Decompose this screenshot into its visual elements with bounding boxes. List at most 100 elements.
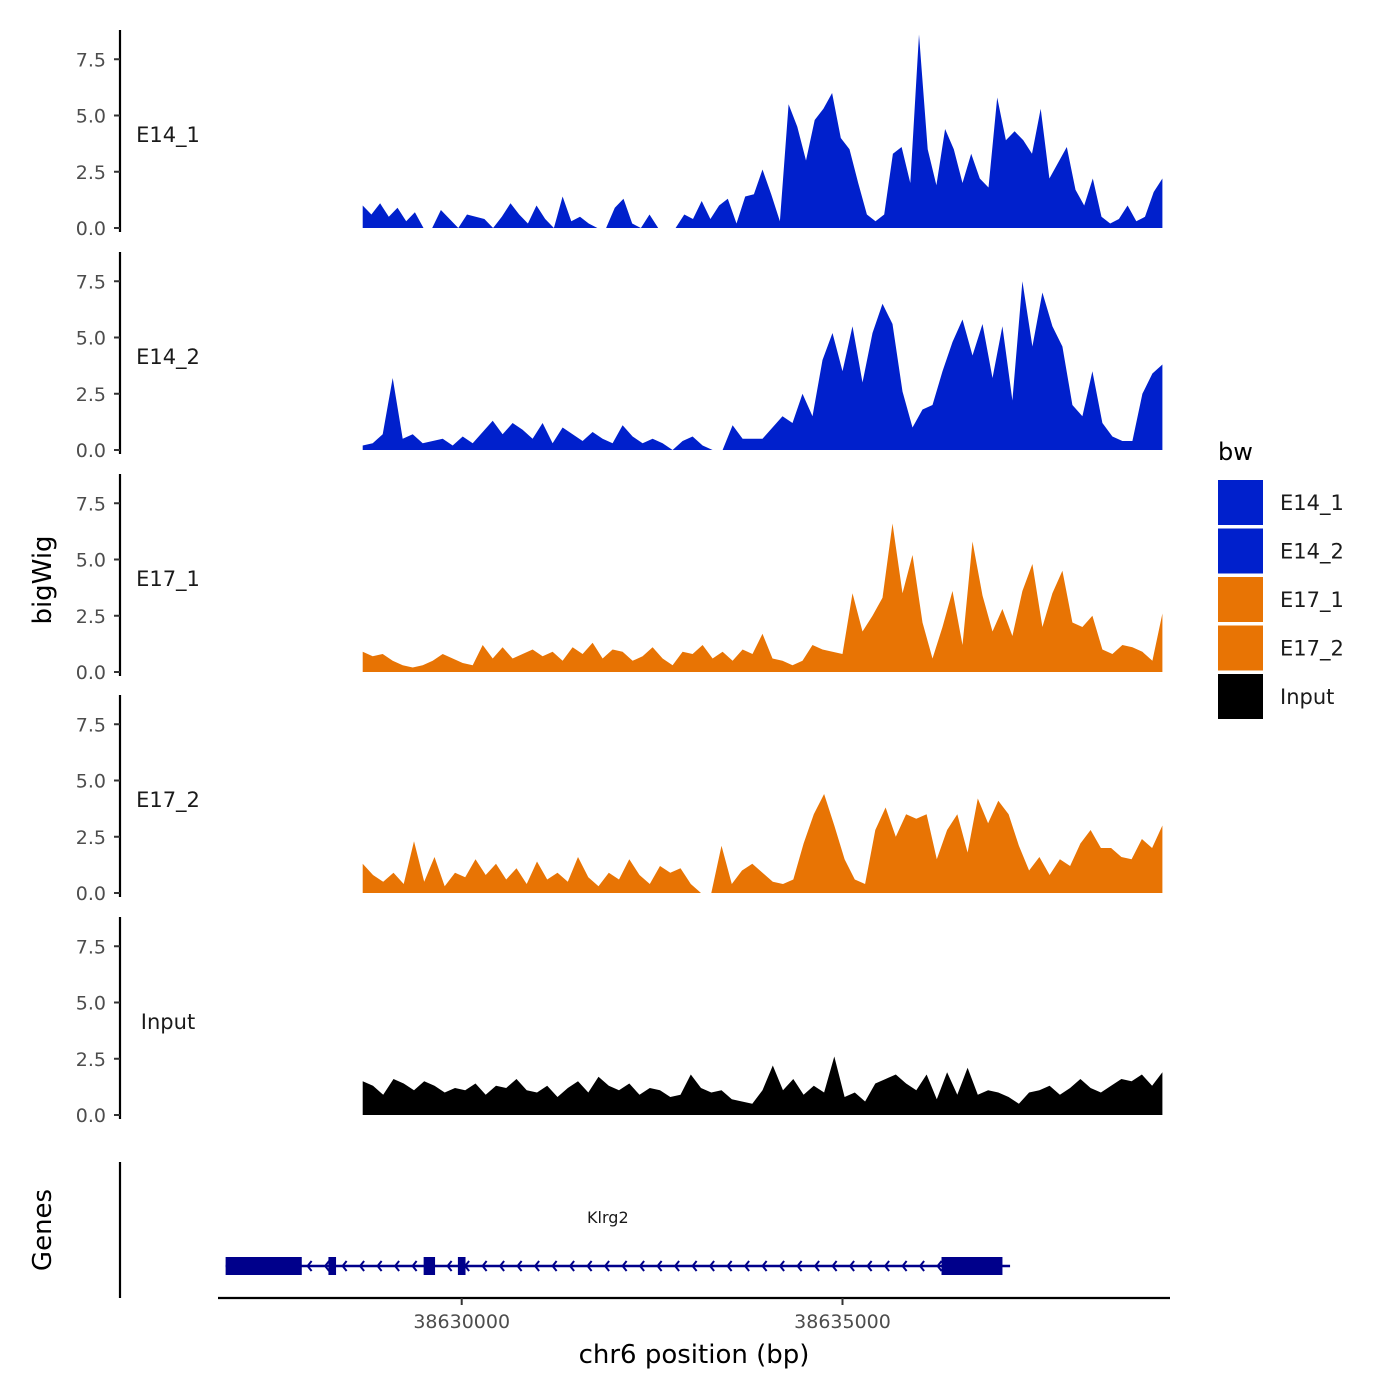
y-tick-label: 0.0	[76, 1105, 106, 1127]
strand-arrow	[883, 1260, 890, 1272]
y-tick-label: 0.0	[76, 662, 106, 684]
strand-arrow	[936, 1260, 943, 1272]
legend-title: bw	[1218, 438, 1253, 466]
strand-arrow	[761, 1260, 768, 1272]
strand-arrow	[848, 1260, 855, 1272]
strand-arrow	[481, 1260, 488, 1272]
strand-arrow	[708, 1260, 715, 1272]
y-tick-label: 7.5	[76, 936, 106, 958]
area-e17_2	[362, 794, 1163, 893]
area-e14_2	[362, 281, 1163, 450]
strand-arrow	[656, 1260, 663, 1272]
y-tick-label: 5.0	[76, 993, 106, 1015]
x-ticks: 38630000 38635000	[413, 1298, 891, 1333]
strand-arrow	[323, 1260, 330, 1272]
area-e14_1	[362, 34, 1163, 228]
y-tick-label: 0.0	[76, 883, 106, 905]
gene-klrg2: Klrg2	[225, 1208, 1011, 1275]
genes-axis-title: Genes	[28, 1189, 58, 1271]
strand-arrow	[358, 1260, 365, 1272]
area-input	[362, 1056, 1163, 1115]
track-label: E14_1	[136, 123, 200, 148]
strand-arrow	[813, 1260, 820, 1272]
track-e14_1: 0.0 2.5 5.0 7.5 E14_1	[76, 30, 1163, 240]
genes-panel: Genes Klrg2	[28, 1162, 1011, 1298]
y-tick-label: 2.5	[76, 162, 106, 184]
x-axis: 38630000 38635000 chr6 position (bp)	[218, 1296, 1170, 1370]
legend-swatch	[1218, 528, 1263, 574]
y-tick-label: 5.0	[76, 550, 106, 572]
gene-exon	[941, 1257, 1003, 1275]
strand-arrow	[726, 1260, 733, 1272]
x-tick-label: 38635000	[794, 1311, 891, 1333]
track-e17_1: 0.0 2.5 5.0 7.5 E17_1	[76, 474, 1163, 684]
strand-arrow	[778, 1260, 785, 1272]
y-tick-label: 7.5	[76, 493, 106, 515]
y-tick-label: 2.5	[76, 827, 106, 849]
legend: bw E14_1 E14_2 E17_1 E17_2 Input	[1218, 438, 1344, 719]
strand-arrow	[866, 1260, 873, 1272]
legend-item: E14_2	[1218, 528, 1344, 574]
track-e14_2: 0.0 2.5 5.0 7.5 E14_2	[76, 252, 1163, 462]
y-tick-label: 7.5	[76, 714, 106, 736]
strand-arrow	[446, 1260, 453, 1272]
gene-exon	[225, 1257, 302, 1275]
y-axis-title: bigWig	[28, 535, 58, 624]
strand-arrow	[568, 1260, 575, 1272]
strand-arrow	[306, 1260, 313, 1272]
strand-arrow	[621, 1260, 628, 1272]
track-input: 0.0 2.5 5.0 7.5 Input	[76, 917, 1163, 1127]
strand-arrow	[516, 1260, 523, 1272]
y-tick-label: 2.5	[76, 606, 106, 628]
strand-arrow	[393, 1260, 400, 1272]
y-tick-label: 5.0	[76, 106, 106, 128]
legend-swatch	[1218, 625, 1263, 671]
legend-label: E14_1	[1280, 491, 1344, 516]
track-e17_2: 0.0 2.5 5.0 7.5 E17_2	[76, 695, 1163, 905]
legend-label: E17_1	[1280, 588, 1344, 613]
gene-label: Klrg2	[587, 1208, 629, 1227]
y-tick-label: 7.5	[76, 49, 106, 71]
legend-swatch	[1218, 674, 1263, 719]
strand-arrow	[586, 1260, 593, 1272]
strand-arrow	[831, 1260, 838, 1272]
strand-arrow	[901, 1260, 908, 1272]
y-tick-label: 0.0	[76, 440, 106, 462]
strand-arrow	[551, 1260, 558, 1272]
strand-arrow	[918, 1260, 925, 1272]
legend-item: Input	[1218, 674, 1334, 719]
track-label: E17_1	[136, 567, 200, 592]
legend-items: E14_1 E14_2 E17_1 E17_2 Input	[1218, 480, 1344, 719]
strand-arrow	[638, 1260, 645, 1272]
gene-exon	[423, 1257, 436, 1275]
legend-swatch	[1218, 577, 1263, 622]
strand-arrow	[691, 1260, 698, 1272]
tracks-group: 0.0 2.5 5.0 7.5 E14_1 0.0 2.5 5.0 7.5 E14_2 0.0 2.5…	[76, 30, 1163, 1127]
strand-arrow	[498, 1260, 505, 1272]
strand-arrow	[341, 1260, 348, 1272]
strand-arrow	[376, 1260, 383, 1272]
gene-exon	[328, 1257, 337, 1275]
x-tick-label: 38630000	[413, 1311, 510, 1333]
strand-arrow	[533, 1260, 540, 1272]
track-label: E14_2	[136, 345, 200, 370]
y-tick-label: 2.5	[76, 384, 106, 406]
gene-exon	[457, 1257, 466, 1275]
y-tick-label: 5.0	[76, 328, 106, 350]
track-label: E17_2	[136, 788, 200, 813]
y-tick-label: 2.5	[76, 1049, 106, 1071]
legend-label: E17_2	[1280, 637, 1344, 662]
strand-arrow	[411, 1260, 418, 1272]
legend-label: E14_2	[1280, 540, 1344, 565]
y-tick-label: 7.5	[76, 271, 106, 293]
y-tick-label: 5.0	[76, 771, 106, 793]
gene-track: Klrg2	[225, 1208, 1011, 1275]
strand-arrow	[603, 1260, 610, 1272]
x-axis-title: chr6 position (bp)	[579, 1340, 810, 1370]
strand-arrow	[673, 1260, 680, 1272]
legend-swatch	[1218, 480, 1263, 525]
y-tick-label: 0.0	[76, 218, 106, 240]
strand-arrow	[796, 1260, 803, 1272]
track-label: Input	[141, 1010, 195, 1034]
